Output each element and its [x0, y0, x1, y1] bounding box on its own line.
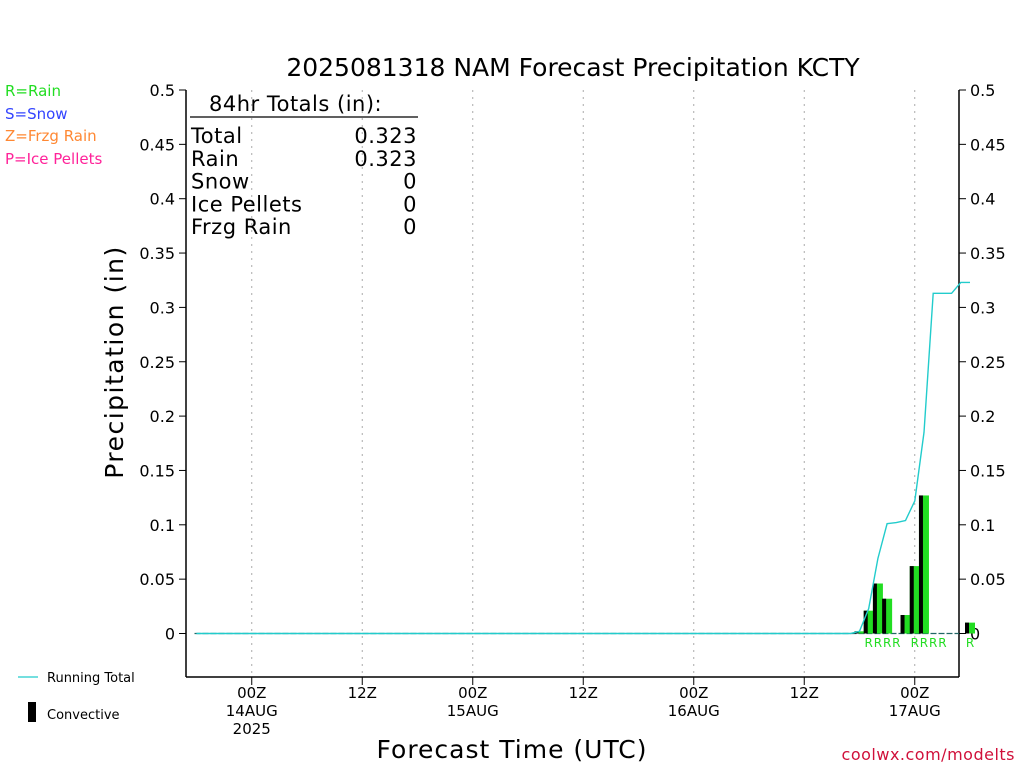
totals-heading: 84hr Totals (in):	[209, 92, 382, 116]
x-tick-label: 00Z	[679, 684, 708, 702]
y-tick-label-right: 0.2	[970, 407, 995, 426]
x-tick-label: 16AUG	[668, 702, 720, 720]
y-axis-ticks: 0 00.05 0.050.1 0.10.15 0.150.2 0.20.25 0.250.…	[139, 81, 1005, 644]
convective-bar	[863, 610, 868, 634]
precip-type-legend: R=Rain S=Snow Z=Frzg Rain P=Ice Pellets	[5, 80, 102, 170]
precip-bar	[863, 610, 874, 634]
totals-row-label: Rain	[191, 147, 239, 171]
precip-bar	[872, 583, 883, 634]
y-tick-label-right: 0.45	[970, 135, 1006, 154]
x-tick-label: 15AUG	[447, 702, 499, 720]
x-tick-label: 14AUG	[226, 702, 278, 720]
precip-type-letter: R	[865, 636, 873, 650]
convective-bar	[882, 598, 887, 634]
y-tick-label-left: 0.35	[139, 244, 175, 263]
y-tick-label-left: 0.4	[150, 190, 175, 209]
y-tick-label-left: 0.45	[139, 135, 175, 154]
precip-bar	[900, 615, 911, 634]
chart-title: 2025081318 NAM Forecast Precipitation KC…	[286, 53, 860, 82]
precip-type-letter: R	[892, 636, 900, 650]
y-tick-label-left: 0.1	[150, 516, 175, 535]
y-tick-label-left: 0.15	[139, 461, 175, 480]
x-tick-label: 00Z	[237, 684, 266, 702]
precip-bar	[854, 631, 865, 634]
legend-ice-pellets: P=Ice Pellets	[5, 149, 103, 168]
x-tick-label: 2025	[233, 720, 271, 738]
precip-type-letter: R	[883, 636, 891, 650]
x-tick-label: 12Z	[348, 684, 377, 702]
y-tick-label-right: 0.05	[970, 570, 1006, 589]
x-tick-label: 12Z	[790, 684, 819, 702]
y-tick-label-right: 0.25	[970, 353, 1006, 372]
totals-row-label: Frzg Rain	[191, 215, 292, 239]
y-tick-label-left: 0.2	[150, 407, 175, 426]
totals-row-label: Total	[190, 124, 243, 148]
x-tick-label: 12Z	[569, 684, 598, 702]
totals-row-value: 0.323	[354, 124, 417, 148]
precip-bar	[965, 622, 975, 634]
watermark-link[interactable]: coolwx.com/modelts	[841, 745, 1015, 764]
x-tick-label: 00Z	[900, 684, 929, 702]
totals-row-value: 0	[403, 192, 417, 216]
y-tick-label-right: 0.5	[970, 81, 995, 100]
totals-box: 84hr Totals (in): Total 0.323 Rain 0.323 Snow…	[190, 92, 418, 239]
y-tick-label-left: 0.25	[139, 353, 175, 372]
precip-type-letter: R	[920, 636, 928, 650]
grid-lines	[194, 90, 959, 677]
precip-type-letter: R	[966, 636, 974, 650]
y-axis-title: Precipitation (in)	[100, 245, 129, 479]
x-tick-label: 17AUG	[889, 702, 941, 720]
totals-row-label: Snow	[191, 170, 250, 194]
y-tick-label-left: 0.3	[150, 298, 175, 317]
convective-bar	[872, 583, 877, 634]
running-total-line	[196, 281, 970, 635]
totals-row-label: Ice Pellets	[191, 192, 302, 216]
convective-bar	[918, 495, 923, 634]
precip-type-letter: R	[911, 636, 919, 650]
totals-row-value: 0.323	[354, 147, 417, 171]
convective-bar	[965, 622, 969, 634]
running-total-layer	[196, 281, 970, 635]
legend-rain: R=Rain	[5, 82, 61, 100]
legend-frzg-rain: Z=Frzg Rain	[5, 127, 97, 145]
convective-bar	[909, 566, 914, 634]
y-tick-label-right: 0.4	[970, 190, 995, 209]
precip-bars	[854, 495, 975, 634]
precip-type-letter: R	[874, 636, 882, 650]
precip-type-letter: R	[929, 636, 937, 650]
convective-legend-label: Convective	[47, 708, 120, 723]
convective-legend-swatch	[28, 702, 36, 722]
y-tick-label-right: 0.15	[970, 461, 1006, 480]
running-total-legend-label: Running Total	[47, 671, 135, 686]
y-tick-label-right: 0	[970, 625, 980, 644]
running-total-legend: Running Total	[18, 671, 135, 686]
y-tick-label-right: 0.35	[970, 244, 1006, 263]
y-tick-label-right: 0.1	[970, 516, 995, 535]
precip-bar	[909, 566, 920, 634]
convective-legend: Convective	[28, 702, 120, 723]
y-tick-label-right: 0.3	[970, 298, 995, 317]
precip-bar	[882, 598, 893, 634]
x-tick-label: 00Z	[458, 684, 487, 702]
legend-snow: S=Snow	[5, 104, 68, 123]
plot-frame	[185, 90, 960, 678]
totals-row-value: 0	[403, 170, 417, 194]
precip-type-letter: R	[938, 636, 946, 650]
x-axis-title: Forecast Time (UTC)	[377, 735, 648, 764]
y-tick-label-left: 0	[165, 625, 175, 644]
y-tick-label-left: 0.05	[139, 570, 175, 589]
y-tick-label-left: 0.5	[150, 81, 175, 100]
convective-bar	[900, 615, 905, 634]
precip-bar	[918, 495, 929, 634]
totals-row-value: 0	[403, 215, 417, 239]
